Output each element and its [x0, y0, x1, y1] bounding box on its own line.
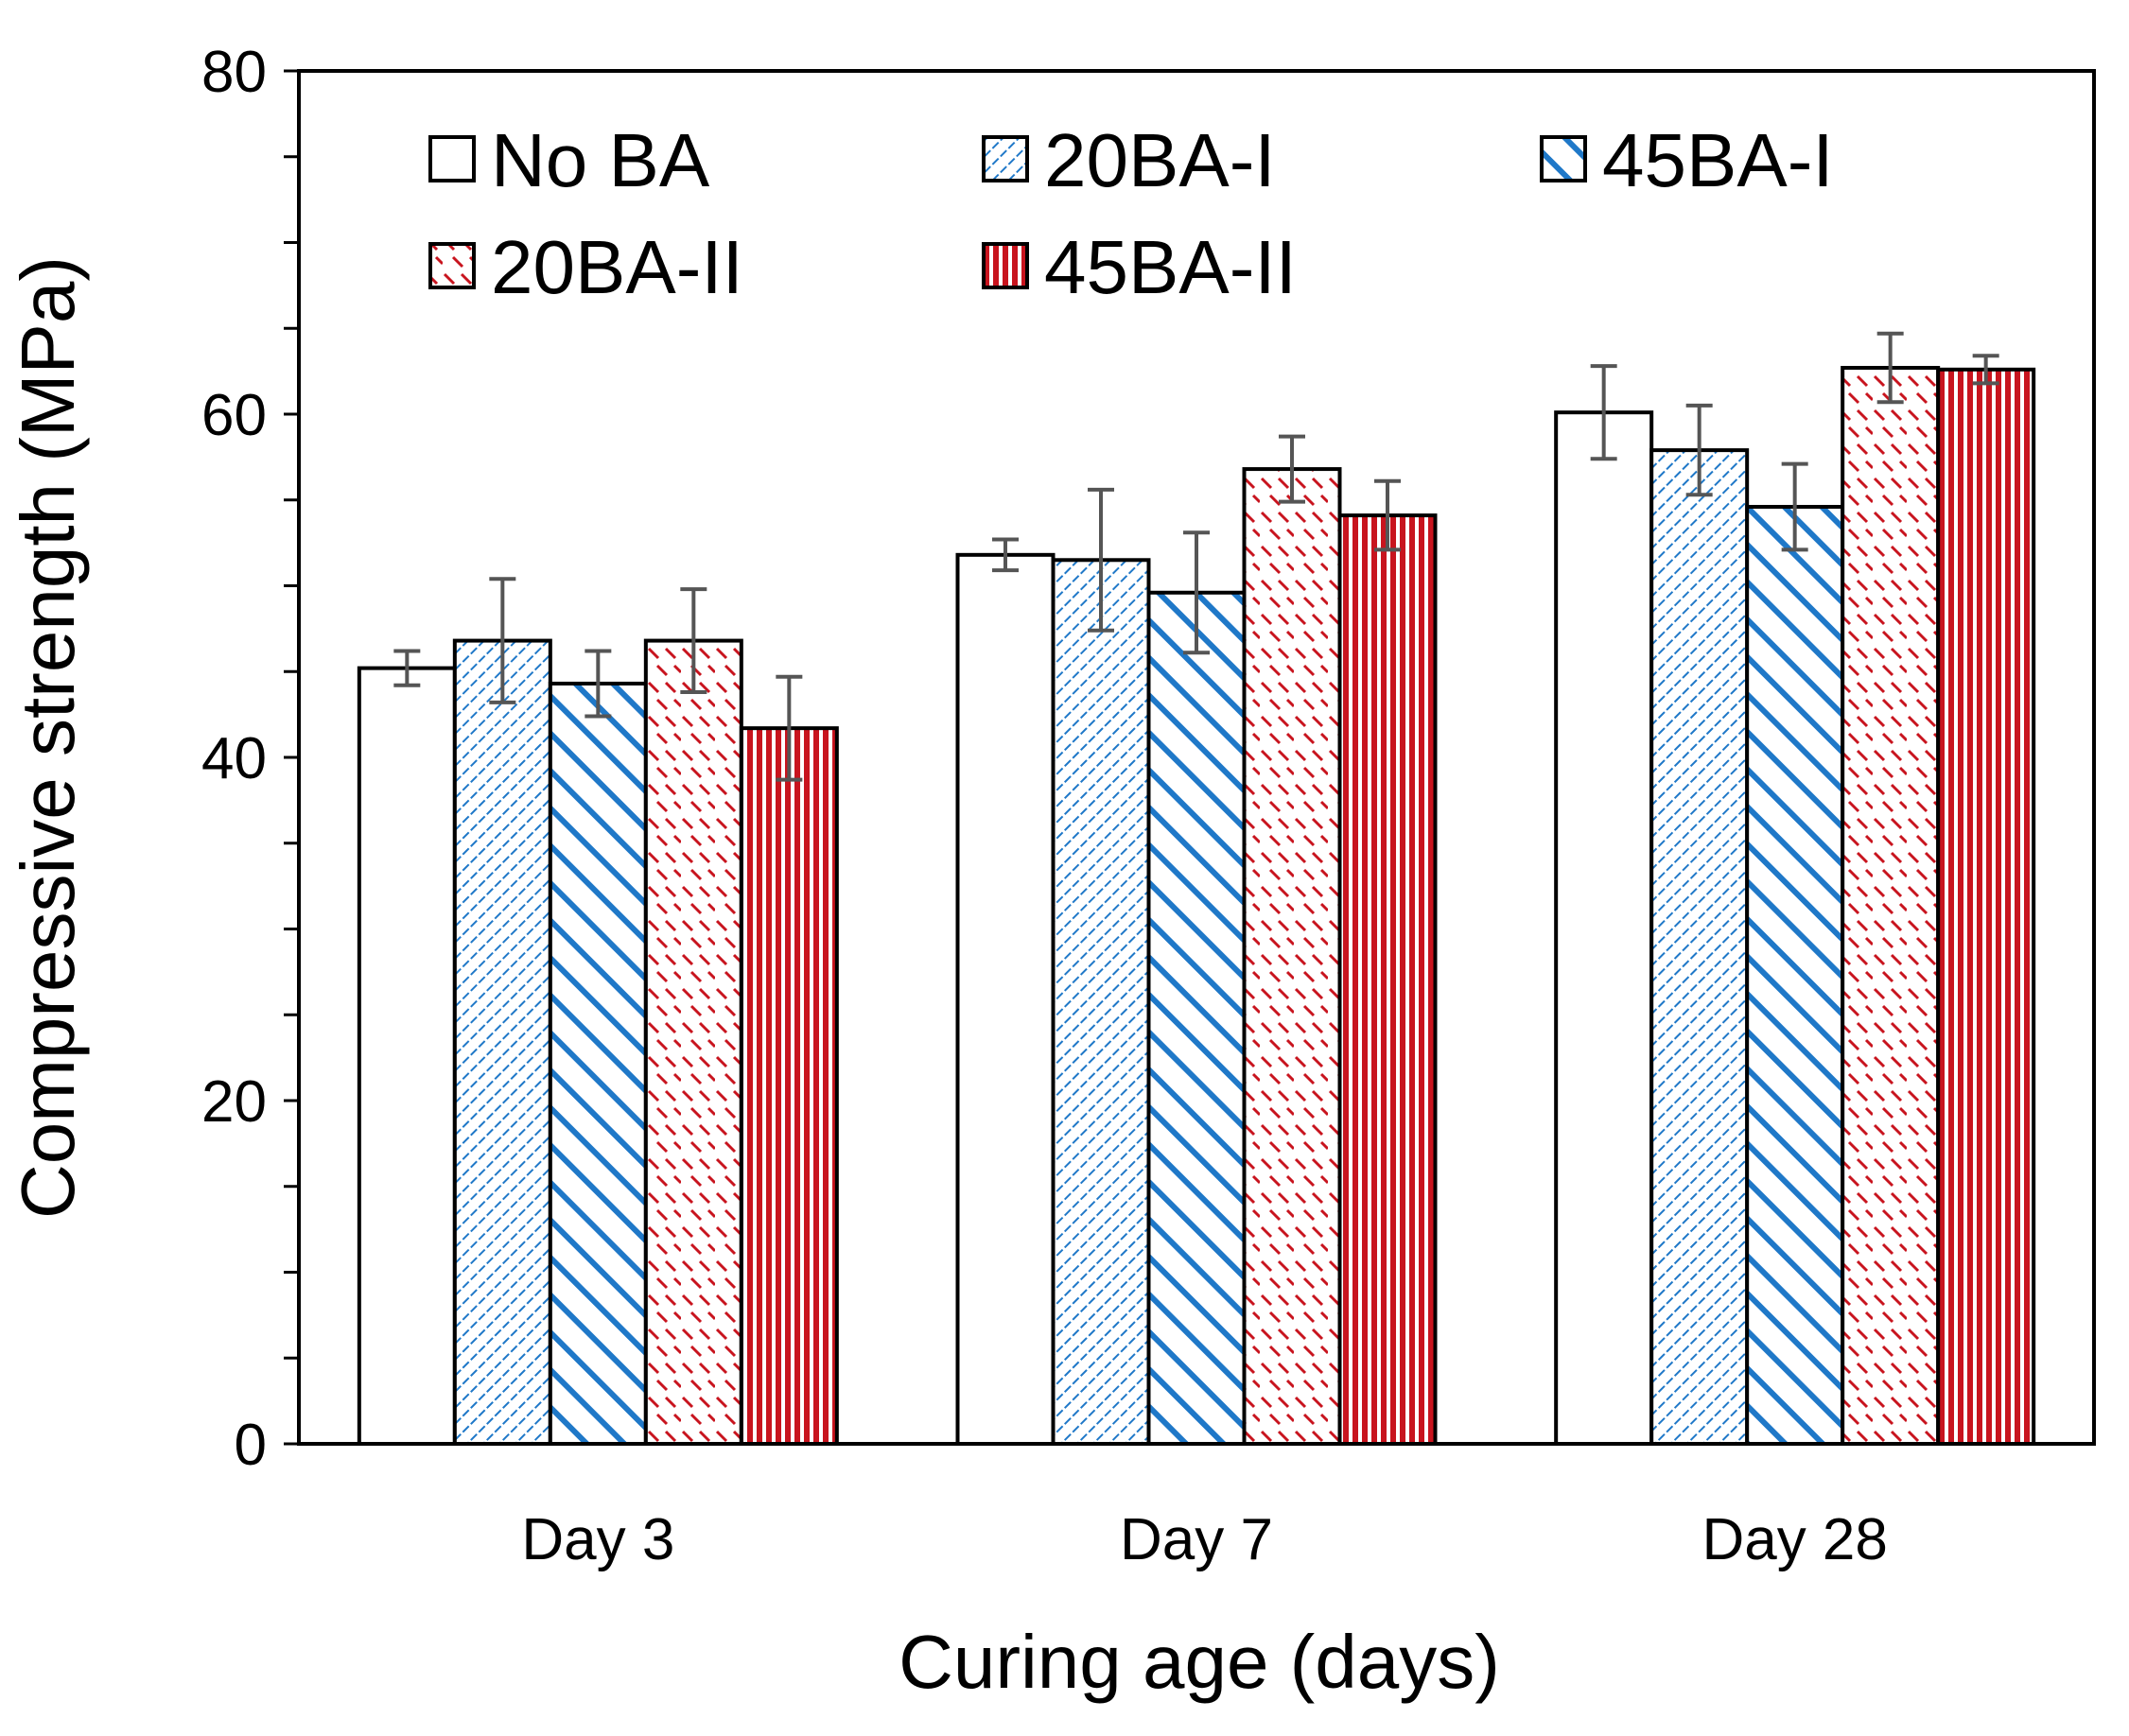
plot-area: 0 20 40 60 80 Day 3 Day 7 Day 28 No BA 20BA-I 45BA…: [201, 40, 2096, 1572]
y-axis-label: Compressive strength (MPa): [6, 256, 90, 1219]
bar-45ba-i-day-7: [1146, 590, 1247, 1446]
x-axis-label: Curing age (days): [899, 1620, 1500, 1704]
x-tick-label: Day 28: [1701, 1507, 1887, 1572]
bar-no ba-day-7: [955, 552, 1056, 1446]
legend-label: 20BA-I: [1044, 118, 1276, 202]
bar-20ba-ii-day-7: [1242, 467, 1342, 1447]
legend-label: No BA: [491, 118, 710, 202]
y-tick-label: 80: [201, 40, 267, 105]
legend-swatch-45ba-i: [1540, 135, 1587, 182]
bar-45ba-ii-day-7: [1337, 513, 1438, 1446]
legend-label: 45BA-I: [1602, 118, 1834, 202]
legend-swatch-45ba-ii: [982, 242, 1029, 289]
bar-20ba-i-day-28: [1649, 448, 1750, 1446]
bar-20ba-ii-day-3: [643, 638, 743, 1446]
legend-swatch-20ba-i: [982, 135, 1029, 182]
bar-20ba-i-day-3: [452, 638, 552, 1446]
bar-no ba-day-3: [357, 666, 457, 1446]
legend-label: 45BA-II: [1044, 225, 1297, 309]
bar-45ba-ii-day-28: [1936, 367, 2036, 1446]
bar-45ba-i-day-28: [1745, 505, 1845, 1446]
bar-45ba-ii-day-3: [739, 726, 839, 1446]
y-tick-label: 40: [201, 726, 267, 791]
x-tick-label: Day 3: [521, 1507, 674, 1572]
bar-20ba-ii-day-28: [1841, 365, 1941, 1446]
x-tick-label: Day 7: [1120, 1507, 1273, 1572]
bar-45ba-i-day-3: [548, 681, 648, 1446]
y-tick-label: 20: [201, 1069, 267, 1135]
legend-swatch-20ba-ii: [428, 242, 476, 289]
legend-label: 20BA-II: [491, 225, 743, 309]
plot-frame: [297, 69, 2096, 1446]
bar-no ba-day-28: [1554, 410, 1654, 1446]
y-tick-label: 60: [201, 383, 267, 448]
bar-20ba-i-day-7: [1051, 558, 1151, 1446]
y-tick-label: 0: [235, 1413, 267, 1478]
legend-swatch-no ba: [428, 135, 476, 182]
